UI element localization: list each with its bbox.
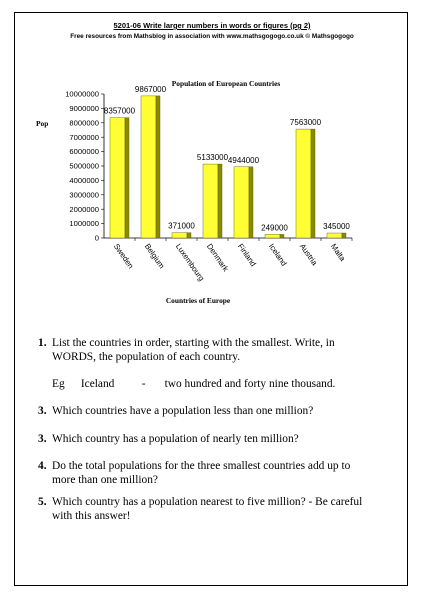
bar <box>264 234 281 239</box>
data-label: 8357000 <box>104 107 136 116</box>
category-label: Luxembourg <box>174 242 206 283</box>
question-number: 1. <box>38 337 47 349</box>
question-text: Which countries have a population less t… <box>52 405 314 417</box>
question-number: 4. <box>38 460 47 472</box>
y-tick-label: 8000000 <box>69 118 99 127</box>
question-number: 5. <box>38 496 47 508</box>
category-label: Sweden <box>112 242 136 270</box>
y-tick-label: 9000000 <box>69 104 99 113</box>
example-words: two hundred and forty nine thousand. <box>164 378 336 390</box>
data-label: 371000 <box>168 222 195 231</box>
page-border <box>14 12 408 586</box>
bar <box>171 232 188 239</box>
question-text: Which country has a population nearest t… <box>52 496 363 522</box>
example-dash: - <box>141 378 146 390</box>
category-label: Belgium <box>143 242 167 270</box>
y-tick-label: 5000000 <box>69 162 99 171</box>
question-text: Which country has a population of nearly… <box>52 433 299 445</box>
bar-side <box>124 117 130 239</box>
y-axis-label: Pop <box>36 119 48 128</box>
example-line: Eg Iceland - two hundred and forty nine … <box>52 377 368 391</box>
bar-side <box>279 234 285 239</box>
bar <box>233 166 250 239</box>
bar <box>295 128 312 239</box>
bar-side <box>186 232 192 239</box>
category-label: Austria <box>298 242 320 268</box>
question-number: 3. <box>38 433 47 445</box>
category-label: Malta <box>329 242 348 263</box>
y-tick-label: 7000000 <box>69 133 99 142</box>
population-bar-chart: Population of European Countries Pop Count… <box>36 79 353 305</box>
y-tick-label: 0 <box>95 234 99 243</box>
data-label: 4944000 <box>228 156 260 165</box>
y-tick-label: 6000000 <box>69 147 99 156</box>
x-axis-label: Countries of Europe <box>166 296 231 305</box>
data-label: 9867000 <box>135 85 167 94</box>
example-country: Iceland <box>80 378 115 390</box>
y-tick-label: 4000000 <box>69 176 99 185</box>
worksheet-title: 5201-06 Write larger numbers in words or… <box>113 21 311 30</box>
bar-side <box>248 166 254 239</box>
chart-title: Population of European Countries <box>172 79 281 88</box>
bar <box>109 117 126 239</box>
data-label: 249000 <box>261 223 288 232</box>
data-label: 7563000 <box>290 118 322 127</box>
bar-side <box>217 163 223 239</box>
bar <box>140 95 157 239</box>
y-tick-label: 3000000 <box>69 190 99 199</box>
example-prefix: Eg <box>52 378 65 390</box>
bar <box>326 232 343 239</box>
worksheet-subtitle: Free resources from Mathsblog in associa… <box>70 33 354 40</box>
y-tick-label: 10000000 <box>65 90 99 99</box>
category-label: Denmark <box>205 242 231 273</box>
category-label: Iceland <box>267 242 289 268</box>
bar-side <box>310 128 316 239</box>
bar-side <box>341 232 347 239</box>
question-number: 3. <box>38 405 47 417</box>
question-text: List the countries in order, starting wi… <box>52 337 335 363</box>
question-text: Do the total populations for the three s… <box>52 460 351 486</box>
bar-side <box>155 95 161 239</box>
data-label: 345000 <box>323 222 350 231</box>
y-tick-label: 2000000 <box>69 205 99 214</box>
data-label: 5133000 <box>197 153 229 162</box>
category-label: Finland <box>236 242 258 268</box>
bar <box>202 163 219 239</box>
y-tick-label: 1000000 <box>69 219 99 228</box>
